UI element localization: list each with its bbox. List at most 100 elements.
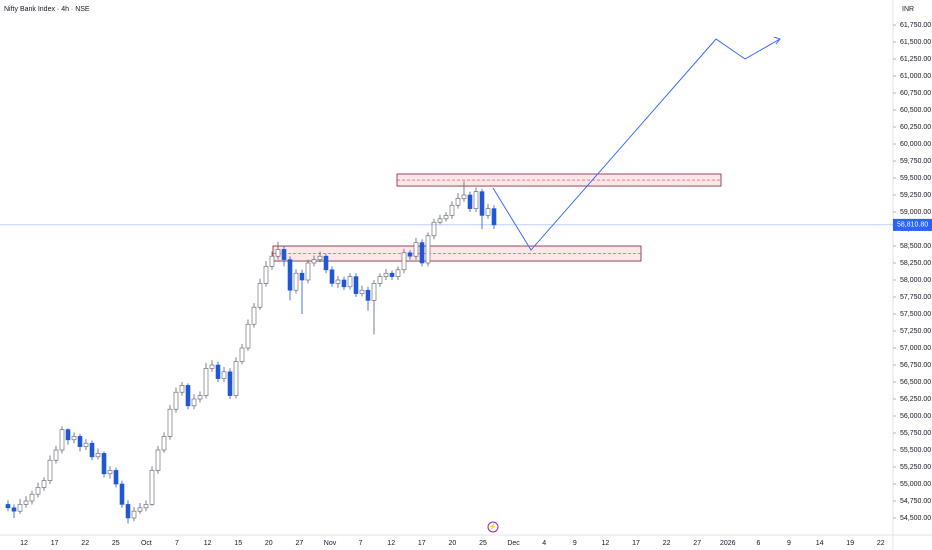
candle-body (335, 279, 341, 284)
candle-body (155, 449, 161, 471)
candle-body (389, 272, 395, 277)
x-tick-label: 25 (479, 540, 487, 547)
y-tick-label: 55,000.00 (900, 481, 931, 488)
candle-body (95, 453, 101, 458)
x-tick-label: 25 (112, 540, 120, 547)
candle-body (191, 398, 197, 407)
candle-body (59, 429, 65, 451)
candle-body (161, 436, 167, 451)
candle-body (119, 483, 125, 505)
candle-body (263, 266, 269, 284)
candle-body (23, 500, 29, 505)
x-tick-label: 20 (449, 540, 457, 547)
candle-body (491, 208, 497, 226)
x-tick-label: 7 (359, 540, 363, 547)
candle-body (41, 480, 47, 488)
candle-body (359, 289, 365, 294)
candle-body (107, 470, 113, 475)
y-tick-label: 56,250.00 (900, 396, 931, 403)
x-tick-label: 22 (81, 540, 89, 547)
y-tick-label: 58,000.00 (900, 277, 931, 284)
y-tick-label: 59,250.00 (900, 192, 931, 199)
x-tick-label: Nov (324, 540, 337, 547)
candle-body (401, 252, 407, 271)
candle-body (437, 218, 443, 223)
candle-body (197, 395, 203, 400)
x-tick-label: 17 (51, 540, 59, 547)
candle-body (281, 249, 287, 260)
candle-body (419, 242, 425, 264)
chart-title: Nifty Bank Index · 4h · NSE (4, 6, 90, 13)
candle-body (305, 262, 311, 281)
y-tick-label: 55,250.00 (900, 464, 931, 471)
y-tick-label: 57,500.00 (900, 311, 931, 318)
x-tick-label: 15 (234, 540, 242, 547)
x-tick-label: 17 (632, 540, 640, 547)
x-tick-label: 27 (693, 540, 701, 547)
x-tick-label: 2026 (720, 540, 736, 547)
x-tick-label: 12 (602, 540, 610, 547)
candle-body (443, 215, 449, 220)
x-tick-label: 9 (573, 540, 577, 547)
y-tick-label: 54,750.00 (900, 498, 931, 505)
candle-body (473, 191, 479, 209)
y-tick-label: 61,250.00 (900, 56, 931, 63)
x-tick-label: 22 (877, 540, 885, 547)
x-tick-label: 6 (756, 540, 760, 547)
candle-body (449, 204, 455, 216)
y-tick-label: 56,000.00 (900, 413, 931, 420)
candle-body (29, 493, 35, 502)
x-tick-label: Oct (141, 540, 152, 547)
candle-body (5, 504, 11, 509)
candle-body (323, 255, 329, 271)
y-tick-label: 56,500.00 (900, 379, 931, 386)
y-tick-label: 57,250.00 (900, 328, 931, 335)
candle-body (455, 198, 461, 206)
y-tick-label: 59,000.00 (900, 209, 931, 216)
candle-body (167, 408, 173, 437)
candle-body (227, 371, 233, 396)
candle-body (425, 235, 431, 264)
x-tick-label: 4 (542, 540, 546, 547)
candle-body (101, 453, 107, 475)
y-tick-label: 54,500.00 (900, 515, 931, 522)
candle-body (137, 507, 143, 512)
y-tick-label: 60,750.00 (900, 90, 931, 97)
y-tick-label: 61,500.00 (900, 39, 931, 46)
projection-arrow (773, 36, 781, 45)
y-tick-label: 60,500.00 (900, 107, 931, 114)
x-tick-label: 17 (418, 540, 426, 547)
projection-line (492, 38, 781, 251)
candle-body (347, 276, 353, 288)
x-tick-label: Dec (507, 540, 520, 547)
candle-body (221, 371, 227, 379)
y-tick-label: 55,500.00 (900, 447, 931, 454)
candle-body (293, 272, 299, 291)
candle-body (431, 221, 437, 237)
y-tick-label: 58,500.00 (900, 243, 931, 250)
y-tick-label: 58,250.00 (900, 260, 931, 267)
y-tick-label: 59,750.00 (900, 158, 931, 165)
candle-body (173, 391, 179, 410)
y-tick-label: 60,000.00 (900, 141, 931, 148)
candle-body (11, 507, 17, 512)
y-tick-label: 59,500.00 (900, 175, 931, 182)
x-tick-label: 12 (387, 540, 395, 547)
candle-body (131, 510, 137, 519)
y-tick-label: 57,000.00 (900, 345, 931, 352)
event-icon-glyph: ⚡ (489, 523, 496, 531)
candle-body (185, 385, 191, 407)
candle-body (407, 252, 413, 257)
candle-body (371, 283, 377, 301)
candle-body (251, 306, 257, 325)
candle-body (299, 272, 305, 281)
candle-body (149, 470, 155, 505)
event-icon[interactable] (487, 521, 499, 533)
candle-body (461, 194, 467, 199)
last-price-label: 58,810.80 (897, 222, 928, 229)
currency: INR (902, 6, 914, 13)
candle-body (269, 255, 275, 267)
candle-body (467, 194, 473, 209)
